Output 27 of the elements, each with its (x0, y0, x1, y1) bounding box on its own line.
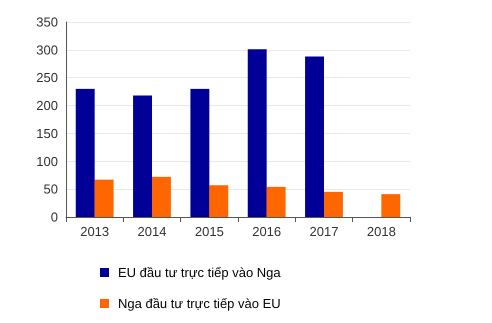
x-tick-label: 2014 (138, 224, 166, 239)
y-tick-label: 0 (50, 210, 58, 224)
bar (324, 192, 343, 217)
x-tick-label: 2016 (252, 224, 282, 239)
bar (133, 96, 152, 217)
y-tick-label: 300 (36, 42, 58, 58)
x-tick-label: 2018 (366, 224, 396, 239)
x-tick-label: 2017 (310, 224, 338, 239)
bar (152, 176, 171, 217)
bar (190, 88, 210, 217)
bar (76, 88, 95, 217)
legend-label: EU đầu tư trực tiếp vào Nga (118, 265, 282, 280)
x-tick-label: 2015 (194, 224, 224, 239)
bar (248, 49, 267, 217)
y-tick-label: 50 (44, 182, 58, 197)
y-tick-label: 350 (36, 14, 58, 30)
y-tick-label: 250 (36, 70, 58, 86)
x-tick-label: 2013 (80, 224, 110, 239)
bar (209, 185, 228, 217)
bar (94, 180, 114, 217)
bar (266, 186, 286, 217)
legend-label: Nga đầu tư trực tiếp vào EU (118, 296, 281, 311)
bar (381, 194, 400, 217)
y-tick-label: 200 (36, 98, 58, 114)
bar (305, 56, 324, 217)
y-tick-label: 100 (36, 154, 58, 169)
y-tick-label: 150 (36, 126, 58, 141)
